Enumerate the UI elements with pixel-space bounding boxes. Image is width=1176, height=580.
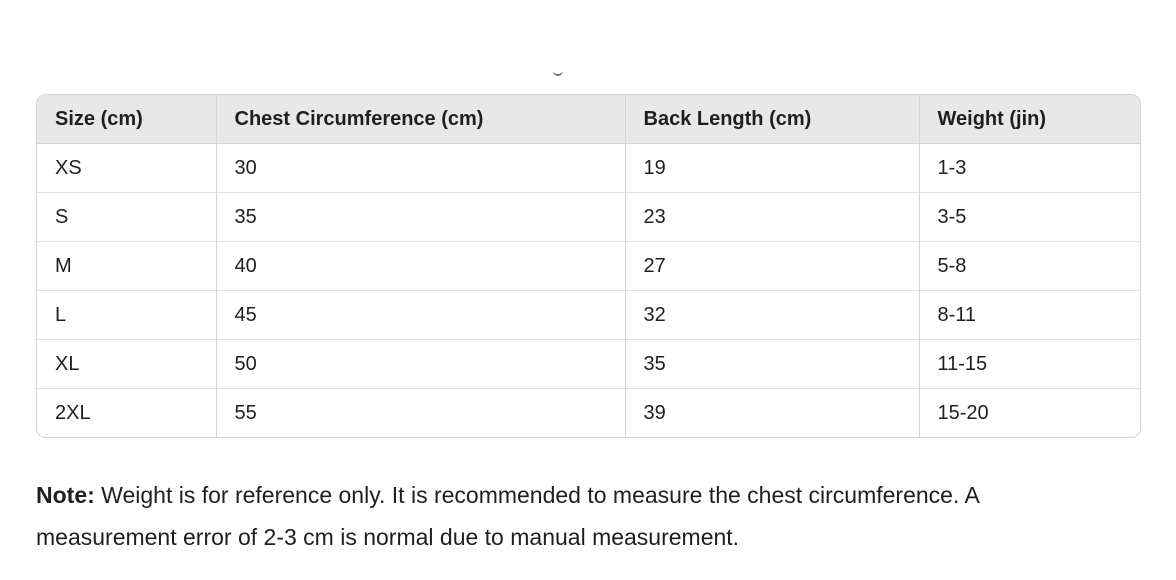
cell-size: XS	[37, 143, 217, 193]
table-row: S 35 23 3-5	[37, 192, 1140, 242]
cell-chest: 55	[216, 388, 626, 437]
cell-back-length: 27	[625, 241, 920, 291]
table-row: XL 50 35 11-15	[37, 339, 1140, 389]
cell-size: L	[37, 290, 217, 340]
note-label: Note:	[36, 482, 95, 508]
cell-chest: 30	[216, 143, 626, 193]
header-size: Size (cm)	[37, 95, 217, 144]
cell-back-length: 23	[625, 192, 920, 242]
measurement-note: Note: Weight is for reference only. It i…	[36, 474, 1076, 558]
cell-size: XL	[37, 339, 217, 389]
table-row: 2XL 55 39 15-20	[37, 388, 1140, 437]
header-back-length: Back Length (cm)	[625, 95, 920, 144]
table-row: XS 30 19 1-3	[37, 143, 1140, 193]
cell-back-length: 39	[625, 388, 920, 437]
cell-weight: 15-20	[919, 388, 1140, 437]
cell-size: S	[37, 192, 217, 242]
cell-back-length: 32	[625, 290, 920, 340]
cell-chest: 45	[216, 290, 626, 340]
cell-weight: 5-8	[919, 241, 1140, 291]
cell-weight: 11-15	[919, 339, 1140, 389]
size-chart-table: Size (cm) Chest Circumference (cm) Back …	[36, 94, 1141, 438]
header-weight: Weight (jin)	[919, 95, 1140, 144]
cell-chest: 35	[216, 192, 626, 242]
cell-weight: 1-3	[937, 156, 967, 179]
table-row: M 40 27 5-8	[37, 241, 1140, 291]
truncated-text-fragment	[553, 68, 563, 76]
size-table: Size (cm) Chest Circumference (cm) Back …	[37, 95, 1140, 437]
table-header-row: Size (cm) Chest Circumference (cm) Back …	[37, 95, 1140, 144]
cell-chest: 50	[216, 339, 626, 389]
cell-size: 2XL	[37, 388, 217, 437]
cell-chest: 40	[216, 241, 626, 291]
header-chest-circumference: Chest Circumference (cm)	[216, 95, 626, 144]
note-text: Weight is for reference only. It is reco…	[36, 482, 979, 550]
cell-back-length: 35	[625, 339, 920, 389]
cell-size: M	[37, 241, 217, 291]
cell-back-length: 19	[625, 143, 920, 193]
cell-weight: 3-5	[919, 192, 1140, 242]
table-row: L 45 32 8-11	[37, 290, 1140, 340]
cell-weight: 8-11	[919, 290, 1140, 340]
